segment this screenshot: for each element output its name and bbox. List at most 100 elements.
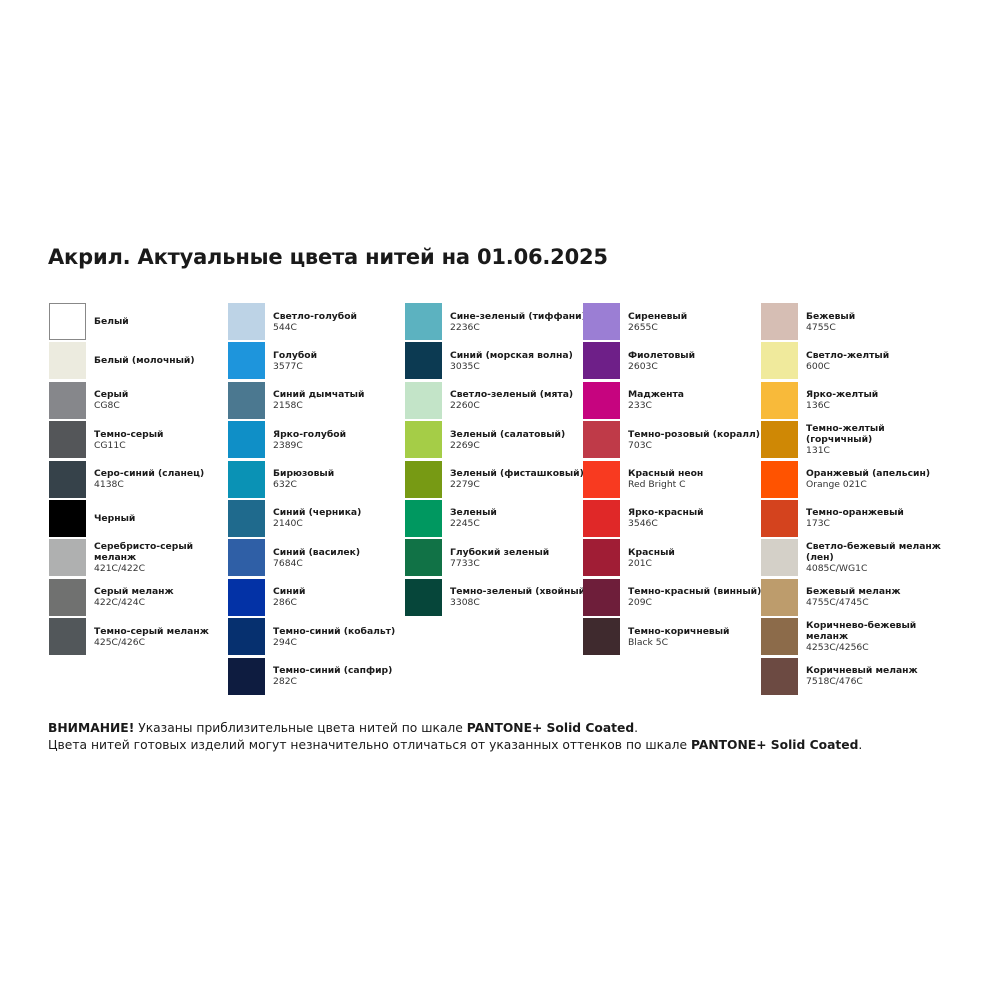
color-label: Глубокий зеленый 7733C — [450, 539, 590, 576]
color-swatch — [228, 460, 265, 498]
color-swatch — [228, 342, 265, 380]
color-swatch — [583, 303, 620, 340]
pantone-code: 425C/426C — [94, 636, 145, 648]
color-swatch — [49, 342, 86, 380]
pantone-code: Red Bright C — [628, 479, 686, 491]
color-name: Фиолетовый — [628, 349, 696, 361]
color-label: Темно-синий (кобальт) 294C — [273, 618, 413, 655]
pantone-code: 7684C — [273, 557, 303, 569]
color-label: Красный неон Red Bright C — [628, 461, 768, 498]
color-swatch — [583, 421, 620, 459]
color-label: Светло-голубой 544C — [273, 303, 413, 340]
color-name: Темно-коричневый — [628, 625, 730, 637]
color-label: Красный 201C — [628, 539, 768, 576]
color-swatch — [761, 342, 798, 380]
color-name: Коричнево-бежевый меланж — [806, 620, 917, 643]
pantone-code: 131C — [806, 445, 830, 457]
pantone-code: Black 5C — [628, 636, 669, 648]
color-name: Белый — [94, 316, 129, 327]
pantone-code: 4085C/WG1C — [806, 563, 868, 575]
color-swatch — [761, 499, 798, 537]
pantone-code: 2603C — [628, 360, 658, 372]
color-label: Серо-синий (сланец) 4138C — [94, 461, 234, 498]
pantone-code: 600C — [806, 360, 830, 372]
pantone-code: 209C — [628, 597, 652, 609]
color-swatch — [405, 460, 442, 498]
color-name: Серый меланж — [94, 586, 174, 598]
color-swatch — [49, 460, 86, 498]
color-name: Зеленый — [450, 507, 497, 519]
pantone-code: Orange 021C — [806, 479, 867, 491]
color-swatch — [405, 342, 442, 380]
note-end: . — [634, 721, 639, 735]
color-name: Темно-синий (кобальт) — [273, 625, 396, 637]
color-label: Коричневый меланж 7518C/476C — [806, 658, 946, 695]
color-swatch — [405, 499, 442, 537]
color-label: Ярко-красный 3546C — [628, 500, 768, 537]
color-label: Белый — [94, 303, 234, 340]
color-label: Серебристо-серый меланж 421C/422C — [94, 539, 234, 576]
color-name: Ярко-красный — [628, 507, 704, 519]
color-name: Синий (черника) — [273, 507, 362, 519]
pantone-code: 4755C — [806, 321, 836, 333]
color-name: Синий (василек) — [273, 546, 361, 558]
color-name: Глубокий зеленый — [450, 546, 550, 558]
note-brand: PANTONE+ Solid Coated — [466, 721, 635, 735]
color-swatch — [583, 460, 620, 498]
color-label: Бежевый меланж 4755C/4745C — [806, 579, 946, 616]
note-brand: PANTONE+ Solid Coated — [690, 738, 859, 752]
note-attention: ВНИМАНИЕ! Указаны приблизительные цвета … — [48, 721, 638, 735]
color-swatch — [405, 381, 442, 419]
color-swatch — [405, 303, 442, 340]
color-label: Светло-зеленый (мята) 2260C — [450, 382, 590, 419]
color-name: Серо-синий (сланец) — [94, 468, 205, 480]
color-name: Красный — [628, 546, 675, 558]
color-name: Красный неон — [628, 468, 704, 480]
color-swatch — [761, 578, 798, 616]
color-name: Белый (молочный) — [94, 355, 195, 367]
color-label: Коричнево-бежевый меланж 4253C/4256C — [806, 618, 946, 655]
color-label: Синий (черника) 2140C — [273, 500, 413, 537]
color-name: Светло-желтый — [806, 349, 890, 361]
color-swatch — [761, 303, 798, 340]
color-swatch — [228, 578, 265, 616]
color-label: Зеленый 2245C — [450, 500, 590, 537]
pantone-code: 201C — [628, 557, 652, 569]
pantone-code: 4755C/4745C — [806, 597, 869, 609]
color-label: Ярко-голубой 2389C — [273, 421, 413, 458]
color-label: Бирюзовый 632C — [273, 461, 413, 498]
color-name: Ярко-желтый — [806, 389, 879, 401]
color-swatch — [49, 578, 86, 616]
color-label: Сине-зеленый (тиффани) 2236C — [450, 303, 590, 340]
color-name: Голубой — [273, 349, 318, 361]
color-label: Зеленый (фисташковый) 2279C — [450, 461, 590, 498]
pantone-code: 421C/422C — [94, 563, 145, 575]
color-swatch — [405, 578, 442, 616]
pantone-code: 173C — [806, 518, 830, 530]
color-label: Синий дымчатый 2158C — [273, 382, 413, 419]
color-name: Ярко-голубой — [273, 428, 347, 440]
color-swatch — [583, 342, 620, 380]
color-name: Темно-желтый (горчичный) — [806, 423, 885, 446]
color-name: Бирюзовый — [273, 468, 335, 480]
color-swatch — [583, 539, 620, 577]
color-swatch — [583, 578, 620, 616]
color-name: Бежевый — [806, 310, 856, 322]
pantone-code: 2158C — [273, 400, 303, 412]
color-label: Маджента 233C — [628, 382, 768, 419]
pantone-code: 2245C — [450, 518, 480, 530]
color-swatch — [405, 421, 442, 459]
pantone-code: 7733C — [450, 557, 480, 569]
color-name: Зеленый (фисташковый) — [450, 468, 584, 480]
color-swatch — [228, 499, 265, 537]
note-text: Указаны приблизительные цвета нитей по ш… — [134, 721, 467, 735]
pantone-code: 3577C — [273, 360, 303, 372]
pantone-code: 2389C — [273, 439, 303, 451]
color-swatch — [49, 618, 86, 656]
color-name: Темно-серый меланж — [94, 625, 209, 637]
color-name: Темно-зеленый (хвойный) — [450, 586, 590, 598]
color-swatch — [583, 381, 620, 419]
color-swatch — [761, 618, 798, 656]
pantone-code: 2140C — [273, 518, 303, 530]
page-title: Акрил. Актуальные цвета нитей на 01.06.2… — [48, 245, 608, 269]
